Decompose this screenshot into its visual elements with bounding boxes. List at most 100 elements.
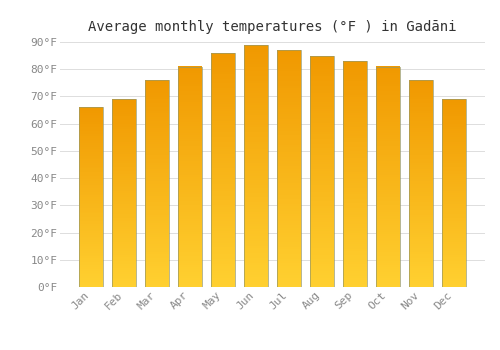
Bar (310, 99, 334, 102)
Bar (376, 179, 400, 181)
Bar (112, 219, 136, 221)
Bar (409, 252, 432, 254)
Bar (409, 221, 432, 223)
Bar (442, 146, 466, 148)
Bar (178, 216, 202, 219)
Bar (80, 116, 103, 118)
Bar (310, 136, 334, 139)
Bar (211, 257, 235, 259)
Bar (146, 217, 169, 219)
Bar (310, 178, 334, 181)
Bar (442, 103, 466, 105)
Bar (80, 255, 103, 257)
Bar (211, 133, 235, 135)
Bar (178, 168, 202, 170)
Bar (112, 247, 136, 250)
Bar (409, 134, 432, 136)
Bar (343, 217, 367, 219)
Bar (211, 118, 235, 121)
Bar (146, 258, 169, 260)
Bar (211, 184, 235, 186)
Bar (277, 107, 301, 109)
Bar (409, 196, 432, 198)
Bar (343, 242, 367, 244)
Bar (277, 90, 301, 93)
Bar (80, 114, 103, 116)
Bar (178, 179, 202, 181)
Bar (80, 260, 103, 262)
Bar (310, 146, 334, 148)
Bar (442, 137, 466, 139)
Bar (244, 71, 268, 74)
Bar (343, 115, 367, 118)
Bar (244, 207, 268, 209)
Bar (310, 83, 334, 86)
Bar (244, 212, 268, 214)
Bar (244, 103, 268, 105)
Bar (376, 77, 400, 80)
Bar (409, 227, 432, 229)
Bar (409, 119, 432, 121)
Bar (80, 174, 103, 176)
Bar (310, 88, 334, 90)
Bar (442, 259, 466, 261)
Bar (112, 206, 136, 208)
Bar (178, 93, 202, 95)
Bar (376, 121, 400, 124)
Bar (211, 156, 235, 158)
Bar (146, 111, 169, 113)
Bar (178, 212, 202, 214)
Bar (277, 271, 301, 273)
Bar (146, 132, 169, 134)
Bar (343, 120, 367, 122)
Bar (80, 181, 103, 183)
Bar (409, 275, 432, 276)
Bar (376, 119, 400, 122)
Bar (146, 126, 169, 128)
Bar (442, 159, 466, 161)
Bar (112, 231, 136, 232)
Bar (211, 285, 235, 287)
Bar (343, 253, 367, 255)
Bar (343, 201, 367, 203)
Bar (442, 186, 466, 188)
Bar (80, 285, 103, 287)
Bar (277, 183, 301, 185)
Bar (244, 110, 268, 113)
Bar (146, 252, 169, 254)
Bar (376, 172, 400, 175)
Bar (211, 137, 235, 140)
Bar (178, 137, 202, 139)
Bar (310, 271, 334, 273)
Bar (376, 260, 400, 263)
Bar (244, 178, 268, 180)
Bar (244, 285, 268, 287)
Bar (146, 117, 169, 119)
Bar (244, 137, 268, 139)
Bar (244, 93, 268, 96)
Bar (211, 74, 235, 76)
Bar (277, 57, 301, 60)
Bar (277, 164, 301, 166)
Bar (146, 134, 169, 136)
Bar (178, 115, 202, 117)
Bar (244, 234, 268, 236)
Bar (244, 260, 268, 263)
Bar (80, 149, 103, 150)
Bar (442, 219, 466, 221)
Bar (112, 152, 136, 154)
Bar (178, 69, 202, 71)
Bar (146, 107, 169, 109)
Bar (376, 141, 400, 144)
Bar (376, 230, 400, 232)
Bar (277, 256, 301, 259)
Bar (310, 227, 334, 229)
Bar (310, 76, 334, 79)
Bar (80, 184, 103, 187)
Bar (244, 52, 268, 54)
Bar (211, 62, 235, 65)
Bar (244, 159, 268, 161)
Bar (211, 154, 235, 156)
Bar (112, 131, 136, 133)
Bar (277, 128, 301, 131)
